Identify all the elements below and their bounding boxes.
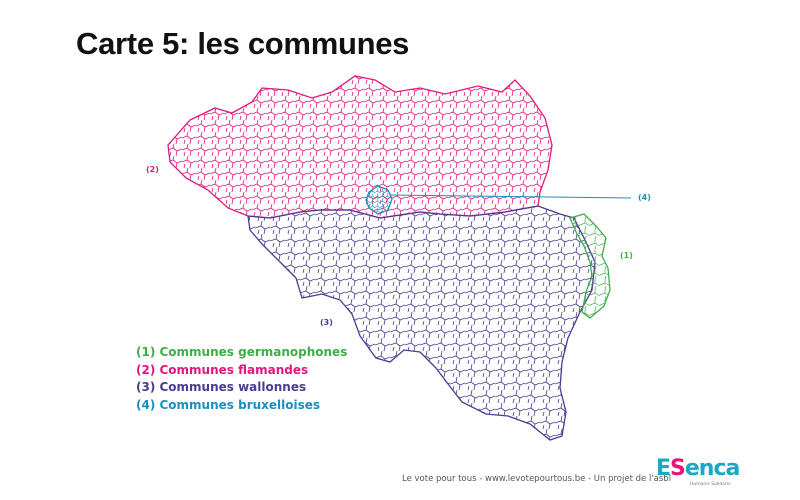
region-label-brussels: (4) bbox=[638, 193, 651, 202]
page-title: Carte 5: les communes bbox=[76, 26, 410, 61]
legend-item-brussels: (4) Communes bruxelloises bbox=[136, 397, 321, 412]
region-label-flemish: (2) bbox=[146, 165, 159, 174]
region-label-walloon: (3) bbox=[320, 318, 333, 327]
german-region bbox=[569, 213, 611, 319]
logo-subtitle: Humanis Solidaris bbox=[690, 482, 731, 487]
map-legend: (1) Communes germanophones (2) Communes … bbox=[136, 344, 347, 414]
walloon-region bbox=[247, 205, 596, 441]
brussels-region bbox=[365, 185, 393, 215]
legend-item-german: (1) Communes germanophones bbox=[136, 345, 348, 359]
legend-item-flemish: (2) Communes flamandes bbox=[136, 362, 309, 377]
brussels-leader-line bbox=[389, 194, 632, 199]
esenca-logo: ESenca bbox=[656, 456, 740, 481]
region-label-german: (1) bbox=[620, 251, 633, 260]
legend-item-walloon: (3) Communes wallonnes bbox=[136, 380, 307, 394]
footer-credit: Le vote pour tous - www.levotepourtous.b… bbox=[402, 474, 672, 484]
